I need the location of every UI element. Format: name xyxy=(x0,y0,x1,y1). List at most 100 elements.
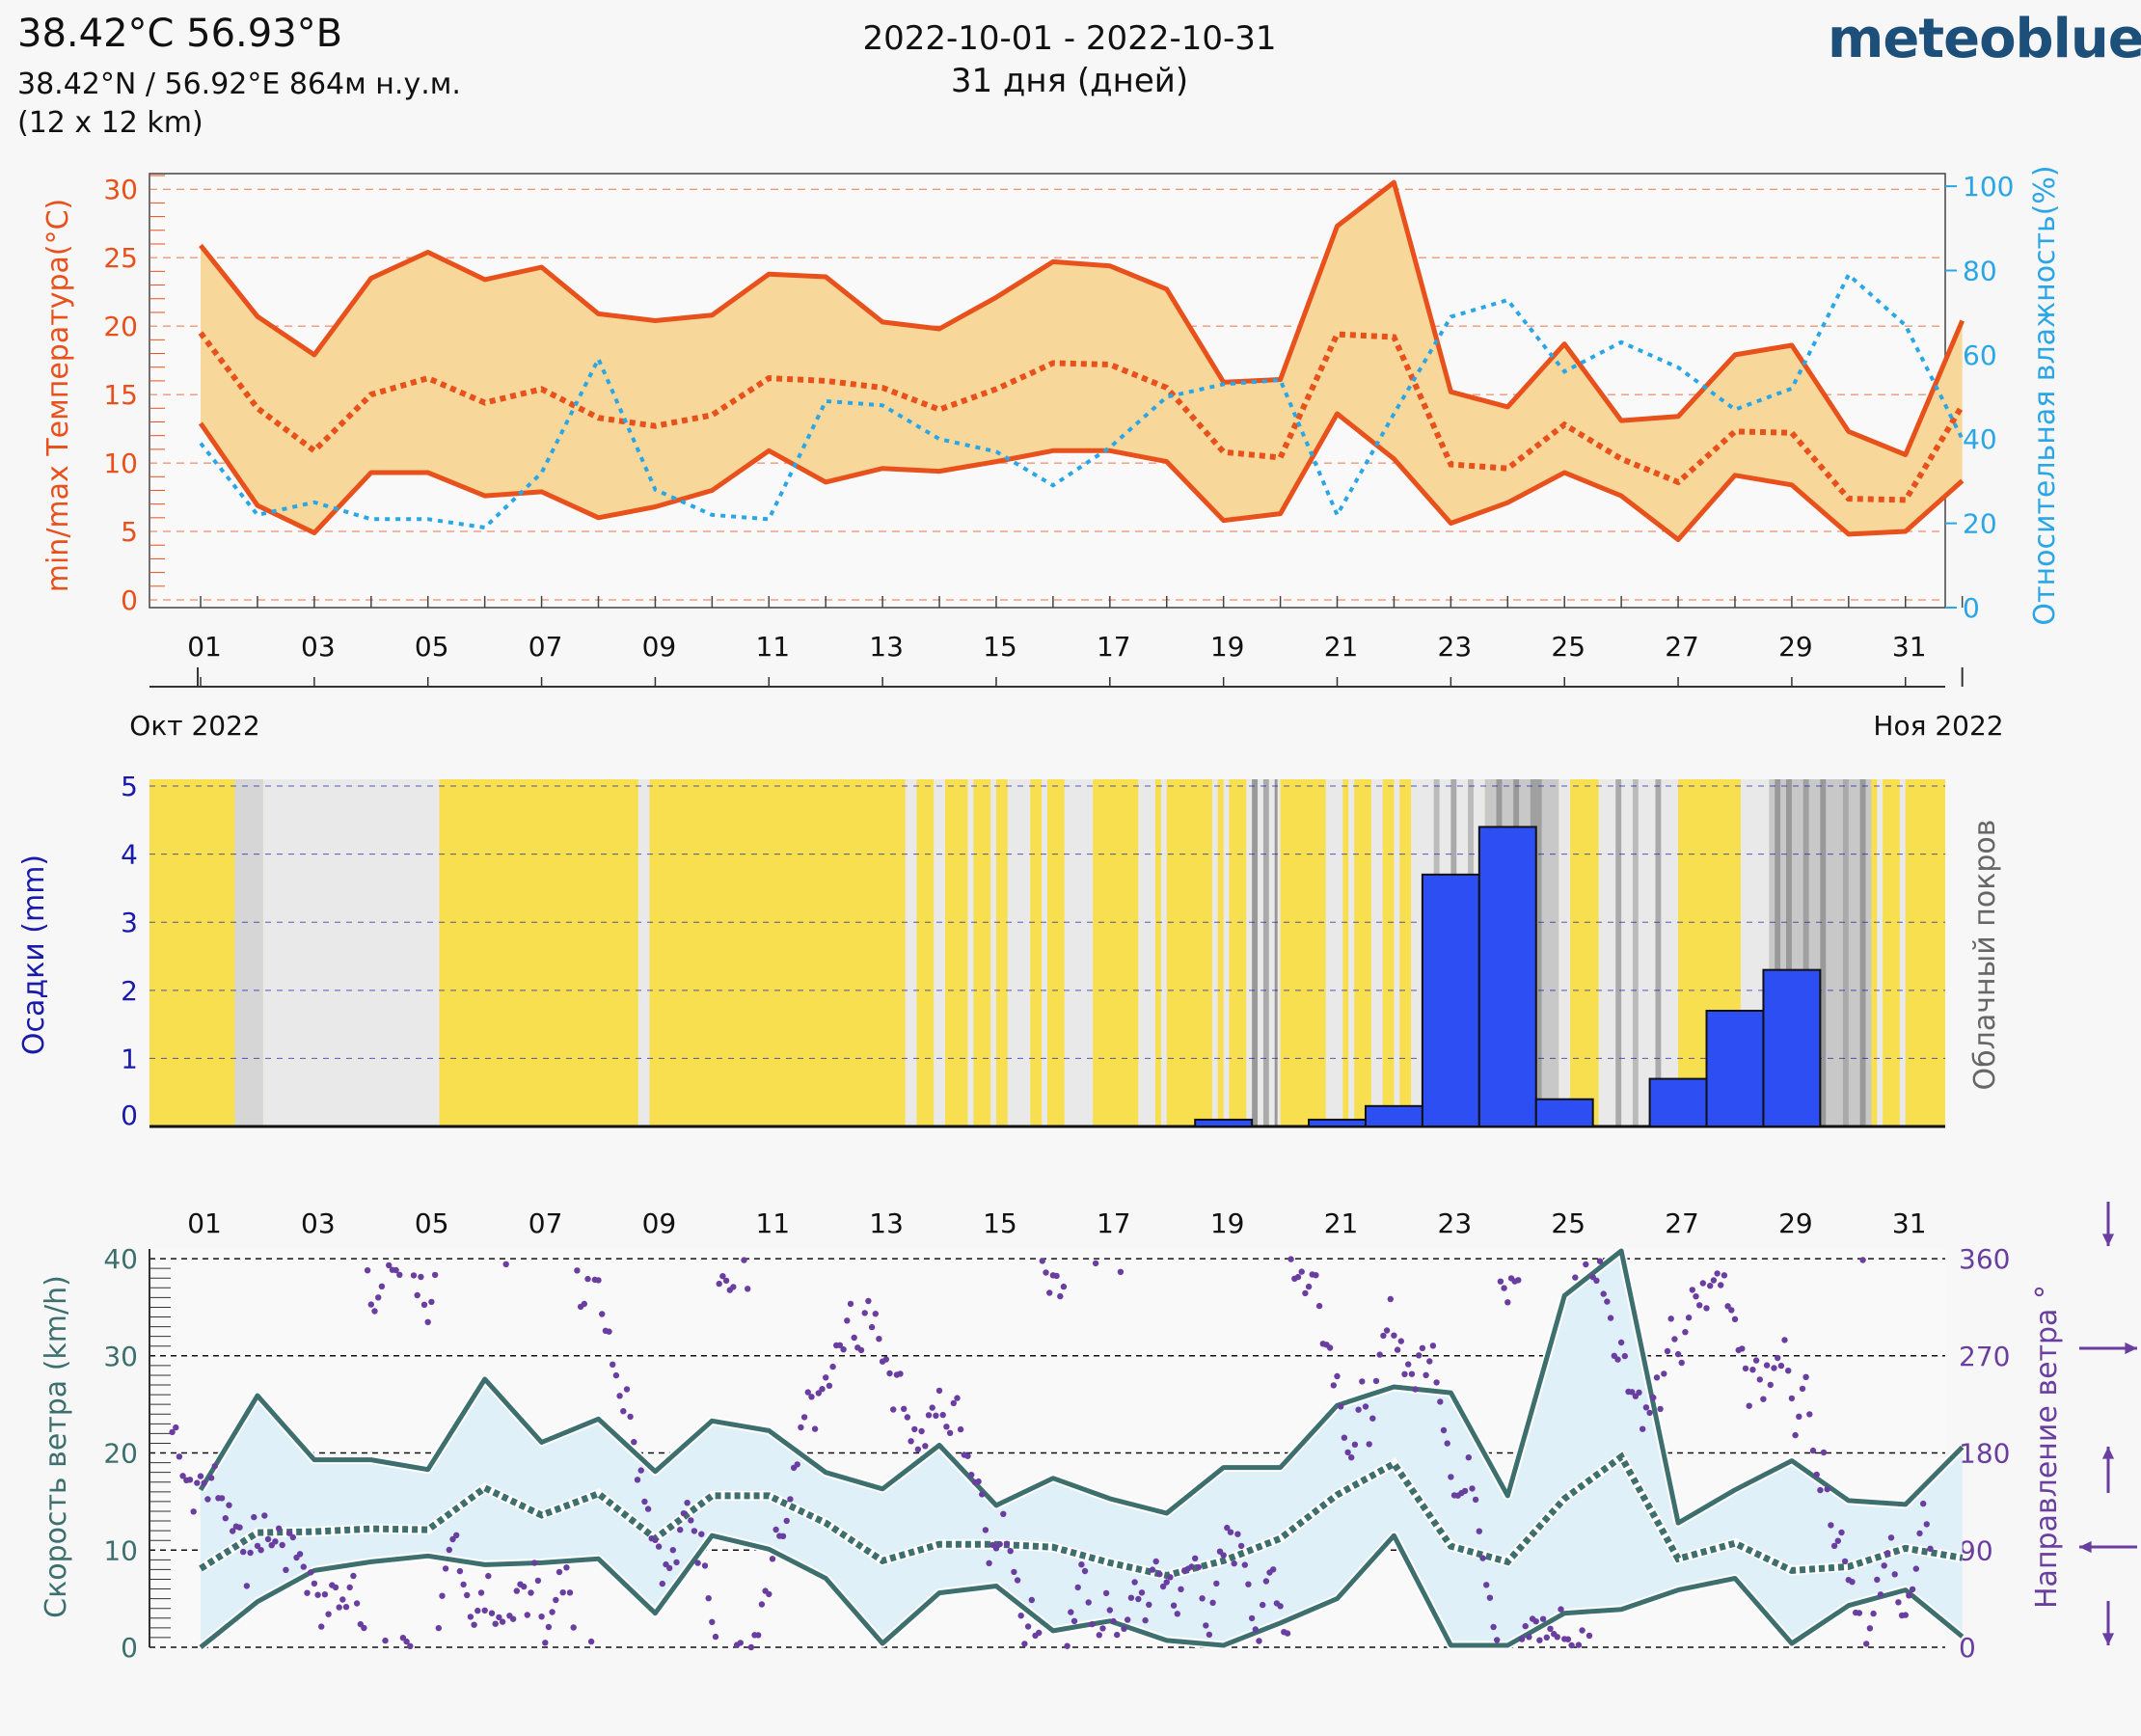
wind-direction-dot xyxy=(428,1298,435,1306)
wind-direction-dot xyxy=(1788,1395,1796,1402)
wind-direction-dot xyxy=(289,1533,296,1541)
wind-direction-dot xyxy=(1068,1609,1074,1615)
wind-direction-dot xyxy=(1114,1631,1121,1639)
wind-direction-dot xyxy=(964,1452,971,1459)
wind-direction-dot xyxy=(190,1508,197,1515)
wind-direction-dot xyxy=(599,1311,606,1317)
wind-direction-dot xyxy=(1007,1548,1014,1555)
wind-direction-dot xyxy=(1817,1486,1824,1494)
wind-direction-dot xyxy=(1330,1382,1338,1389)
cloud-cover-band xyxy=(637,779,650,1126)
cloud-cover-band xyxy=(1820,779,1827,1126)
wind-direction-dot xyxy=(1710,1277,1718,1284)
wind-direction-dot xyxy=(1785,1368,1792,1374)
wind-direction-dot xyxy=(979,1491,986,1498)
temp-tick-label: 30 xyxy=(103,174,138,205)
wind-direction-dot xyxy=(1383,1327,1391,1334)
cloud-cover-band xyxy=(1786,779,1792,1126)
wind-direction-dot xyxy=(745,1286,751,1292)
wind-direction-dot xyxy=(1262,1578,1270,1585)
wind-direction-dot xyxy=(1490,1623,1497,1631)
temperature-axis-label: min/max Температура(°C) xyxy=(41,199,75,593)
wind-direction-dot xyxy=(169,1428,176,1436)
wind-direction-dot xyxy=(1000,1510,1007,1518)
wind-direction-dot xyxy=(1209,1599,1216,1607)
cloud-cover-band xyxy=(1042,779,1047,1126)
date-tick-label: 31 xyxy=(1892,631,1927,663)
meteoblue-logo[interactable]: meteoblue xyxy=(1828,8,2141,70)
wind-direction-dot xyxy=(1163,1579,1170,1586)
wind-direction-dot xyxy=(1760,1396,1767,1402)
wind-direction-dot xyxy=(563,1564,570,1571)
wind-direction-dot xyxy=(1501,1285,1507,1291)
wind-direction-dot xyxy=(1387,1295,1395,1303)
wind-direction-dot xyxy=(254,1542,261,1550)
wind-direction-dot xyxy=(694,1560,701,1566)
wind-direction-dot xyxy=(464,1591,471,1599)
wind-direction-dot xyxy=(659,1580,665,1587)
wind-direction-dot xyxy=(439,1592,446,1599)
wind-direction-dot xyxy=(1796,1413,1802,1421)
wind-direction-dot xyxy=(612,1371,620,1379)
wind-direction-dot xyxy=(1256,1638,1262,1644)
wind-direction-dot xyxy=(1426,1358,1433,1365)
wind-direction-dot xyxy=(688,1517,694,1524)
wind-direction-dot xyxy=(1909,1586,1916,1593)
wind-direction-dot xyxy=(446,1546,452,1554)
date-tick-label: 03 xyxy=(301,631,336,663)
wind-direction-dot xyxy=(1887,1534,1895,1541)
wind-direction-dot xyxy=(236,1524,243,1531)
wind-direction-dot xyxy=(1674,1350,1682,1358)
wind-direction-dot xyxy=(1515,1277,1522,1284)
wind-direction-dot xyxy=(950,1399,957,1407)
wind-direction-dot xyxy=(844,1317,851,1324)
wind-direction-dot xyxy=(403,1638,410,1645)
wind-direction-dot xyxy=(1465,1454,1473,1461)
wind-direction-dot xyxy=(1234,1531,1241,1537)
wind-direction-dot xyxy=(1696,1302,1703,1309)
wind-direction-dot xyxy=(1714,1270,1721,1277)
date-tick-label: 07 xyxy=(528,631,563,663)
wind-direction-dot xyxy=(747,1643,755,1651)
day-count: 31 дня (дней) xyxy=(950,62,1189,100)
wind-direction-dot xyxy=(1536,1637,1543,1643)
wind-direction-dot xyxy=(1724,1303,1731,1310)
wind-direction-dot xyxy=(914,1446,922,1453)
wind-direction-dot xyxy=(1600,1290,1607,1297)
wind-direction-dot xyxy=(584,1275,591,1283)
precip-tick-label: 5 xyxy=(121,771,138,802)
cloud-cover-band xyxy=(1223,779,1230,1126)
wind-direction-dot xyxy=(285,1530,293,1536)
wind-direction-dot xyxy=(1199,1595,1206,1602)
wind-direction-dot xyxy=(1604,1298,1611,1305)
wind-direction-dot xyxy=(1596,1258,1604,1264)
wind-direction-dot xyxy=(1078,1561,1085,1568)
wind-direction-dot xyxy=(553,1596,559,1604)
wind-direction-dot xyxy=(1593,1277,1600,1285)
wind-direction-dot xyxy=(460,1581,467,1588)
wind-direction-dot xyxy=(901,1405,908,1413)
wind-direction-dot xyxy=(1437,1398,1444,1405)
wind-direction-dot xyxy=(1678,1359,1685,1367)
wind-direction-dot xyxy=(1174,1611,1181,1617)
wind-direction-dot xyxy=(1106,1607,1114,1614)
wind-direction-dot xyxy=(481,1607,488,1614)
wind-direction-dot xyxy=(1117,1268,1125,1276)
wind-direction-dot xyxy=(230,1528,236,1534)
wind-direction-dot xyxy=(1053,1272,1060,1280)
wind-date-tick-label: 23 xyxy=(1438,1207,1473,1239)
precip-tick-label: 1 xyxy=(121,1043,138,1074)
wind-date-tick-label: 21 xyxy=(1324,1207,1359,1239)
precipitation-bar xyxy=(1648,1077,1708,1128)
wind-direction-dot xyxy=(1881,1562,1887,1569)
cloud-cover-band xyxy=(1615,779,1622,1126)
wind-direction-dot xyxy=(382,1637,389,1644)
cloud-cover-band xyxy=(1394,779,1400,1126)
wind-direction-dot xyxy=(1302,1289,1309,1297)
cloud-cover-band xyxy=(1775,779,1781,1126)
wind-direction-dot xyxy=(1237,1542,1245,1550)
wind-direction-dot xyxy=(861,1310,868,1316)
wind-direction-dot xyxy=(1859,1257,1866,1263)
wind-direction-dot xyxy=(1408,1370,1416,1377)
wind-direction-dot xyxy=(716,1280,722,1288)
